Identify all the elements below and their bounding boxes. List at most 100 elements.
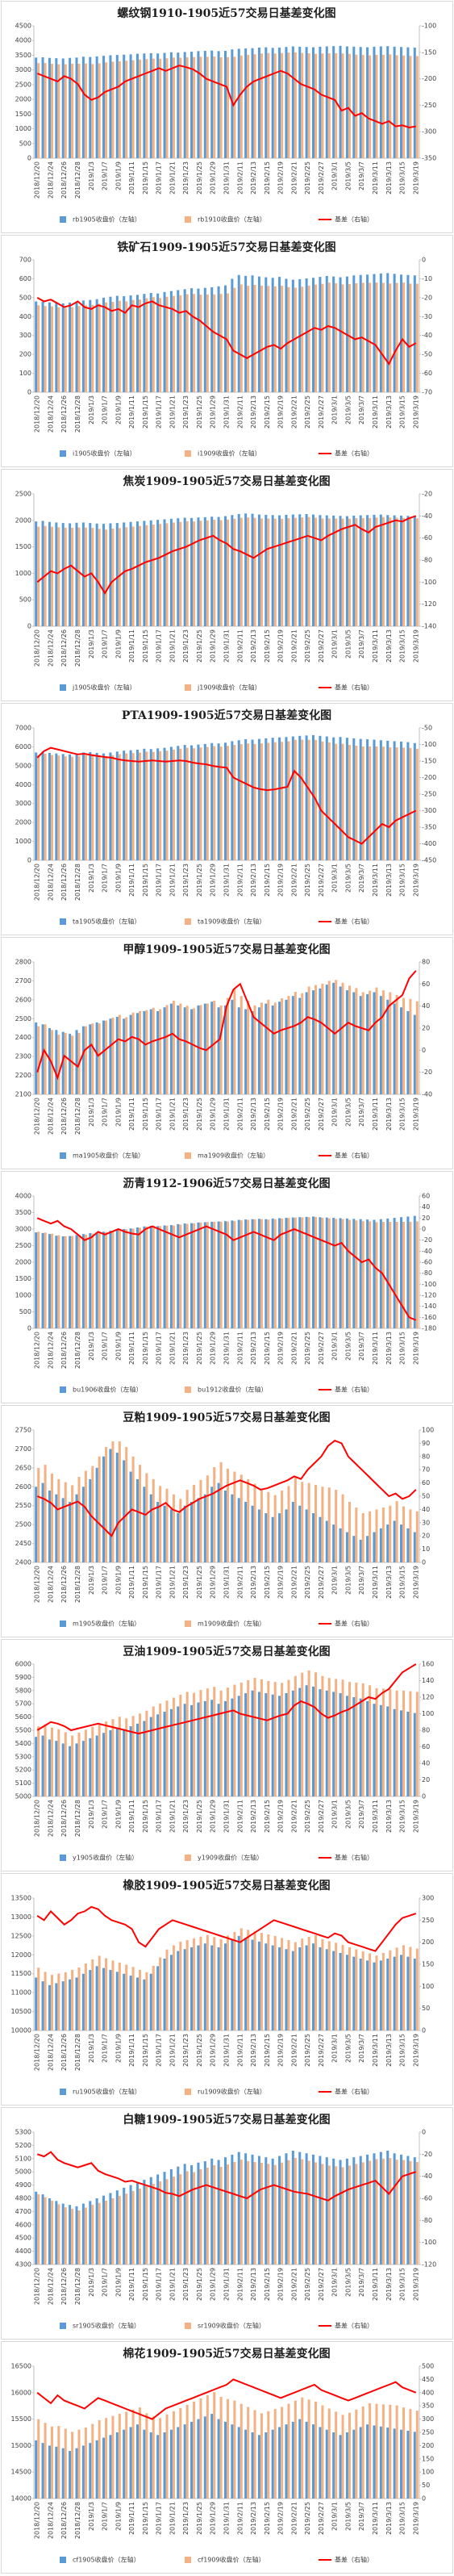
- x-tick-label: 2019/2/15: [264, 1800, 271, 1833]
- bar: [321, 2164, 324, 2264]
- bar: [298, 46, 302, 159]
- y2-tick-label: -100: [422, 2239, 436, 2246]
- bar: [247, 286, 250, 392]
- x-tick-label: 2019/1/17: [156, 2034, 163, 2067]
- bar: [253, 54, 256, 159]
- bar: [95, 1735, 98, 1796]
- bar: [219, 1938, 223, 2030]
- bar: [71, 2209, 74, 2264]
- bar: [95, 752, 98, 860]
- bar: [185, 1692, 189, 1796]
- bar: [138, 2188, 142, 2264]
- bar: [327, 282, 331, 392]
- x-tick-label: 2018/12/20: [34, 1332, 41, 1369]
- bar: [278, 737, 281, 860]
- bar: [115, 523, 119, 626]
- bar: [291, 1502, 294, 1562]
- bar: [156, 1966, 160, 2030]
- bar: [177, 1513, 180, 1562]
- bar: [199, 747, 202, 860]
- bar: [165, 751, 169, 860]
- bar: [348, 745, 351, 860]
- bar: [253, 1219, 256, 1328]
- bar: [257, 2435, 260, 2499]
- bar: [156, 2435, 160, 2499]
- y2-tick-label: 40: [422, 1203, 430, 1211]
- bar: [278, 47, 281, 158]
- legend-swatch: [185, 216, 191, 223]
- bar: [369, 55, 372, 158]
- bar: [402, 55, 406, 158]
- x-tick-label: 2019/1/23: [182, 2034, 190, 2067]
- bar: [75, 1030, 78, 1094]
- bar: [239, 744, 243, 860]
- x-tick-label: 2019/3/13: [385, 1566, 393, 1599]
- y2-tick-label: 100: [422, 1427, 434, 1434]
- bar: [115, 2432, 119, 2499]
- bar: [197, 1005, 200, 1094]
- bar: [135, 1013, 139, 1094]
- y-tick-label: 5200: [15, 1767, 31, 1774]
- x-tick-label: 2019/2/11: [236, 395, 244, 429]
- x-tick-label: 2019/2/11: [236, 1098, 244, 1131]
- bar: [159, 2181, 162, 2264]
- x-tick-label: 2019/1/9: [115, 2502, 122, 2531]
- y2-tick-label: 90: [422, 1440, 430, 1447]
- bar: [332, 515, 335, 626]
- y-tick-label: 5300: [15, 2129, 31, 2136]
- x-tick-label: 2019/3/1: [331, 161, 339, 190]
- bar: [332, 1951, 335, 2030]
- x-tick-label: 2019/3/1: [331, 1332, 339, 1361]
- y-tick-label: 3000: [15, 66, 31, 73]
- bar: [105, 1958, 108, 2030]
- bar: [361, 992, 364, 1094]
- bar: [143, 2429, 146, 2499]
- bar: [233, 1931, 236, 2030]
- bar: [271, 1516, 274, 1562]
- y-tick-label: 2450: [15, 1540, 31, 1547]
- bar: [247, 517, 250, 626]
- bar: [267, 999, 270, 1094]
- x-tick-label: 2018/12/28: [74, 2268, 81, 2305]
- bar: [305, 2421, 308, 2499]
- bar: [278, 2427, 281, 2499]
- bar: [267, 1934, 270, 2030]
- bar: [244, 1938, 248, 2030]
- bar: [223, 742, 227, 860]
- x-tick-label: 2019/3/19: [412, 2502, 419, 2535]
- bar: [169, 2168, 173, 2264]
- bar: [341, 1679, 344, 1796]
- legend-swatch: [60, 2323, 66, 2329]
- bar: [149, 1494, 152, 1562]
- bar: [341, 284, 344, 392]
- bar: [244, 1219, 248, 1328]
- bar: [389, 54, 392, 159]
- x-tick-label: 2019/1/7: [102, 2034, 109, 2063]
- bar: [123, 751, 126, 860]
- y2-tick-label: -100: [422, 1281, 436, 1288]
- bar: [105, 529, 108, 626]
- legend-swatch: [185, 684, 191, 691]
- bar: [169, 52, 173, 158]
- bar: [348, 1682, 351, 1796]
- x-tick-label: 2019/1/11: [128, 864, 135, 897]
- y2-tick-label: -140: [422, 1303, 436, 1310]
- bar: [163, 2172, 166, 2264]
- legend-label: bu1912收盘价（左轴）: [198, 1386, 268, 1394]
- bar: [64, 307, 67, 392]
- x-tick-label: 2018/12/26: [60, 864, 68, 901]
- chart-title: 焦炭1909-1905近57交易日基差变化图: [122, 475, 330, 488]
- bar: [210, 2158, 214, 2264]
- bar: [143, 1721, 146, 1796]
- bar: [193, 56, 196, 158]
- y2-tick-label: 120: [422, 1694, 434, 1701]
- y2-tick-label: -350: [422, 824, 436, 831]
- bar: [339, 277, 342, 392]
- bar: [251, 1939, 254, 2030]
- bar: [197, 1222, 200, 1328]
- legend-swatch: [60, 450, 66, 457]
- x-tick-label: 2019/1/15: [142, 161, 149, 194]
- x-tick-label: 2019/2/13: [250, 2034, 257, 2067]
- y-tick-label: 500: [19, 140, 31, 147]
- bar: [61, 1236, 65, 1328]
